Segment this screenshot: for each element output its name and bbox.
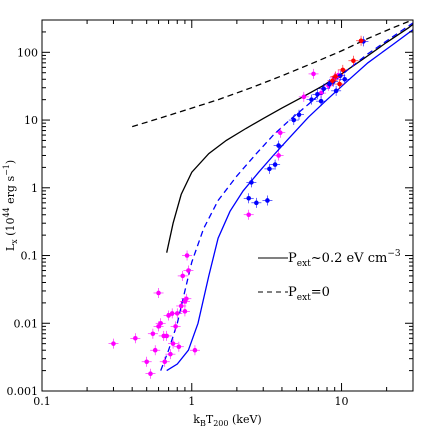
x-tick-label: 10 <box>335 395 349 408</box>
data-point-red <box>333 74 338 79</box>
legend-solid-label: Pext~0.2 eV cm−3 <box>288 249 401 269</box>
data-point-magenta <box>164 333 169 339</box>
data-point-magenta <box>186 268 191 273</box>
data-point-magenta <box>152 347 158 353</box>
legend-dashed-label: Pext=0 <box>288 285 330 303</box>
data-point-blue <box>342 76 348 82</box>
x-axis-label: kBT200 (keV) <box>193 413 261 428</box>
y-tick-label: 10 <box>24 114 38 127</box>
data-point-blue <box>296 112 302 117</box>
data-point-blue <box>265 198 270 203</box>
x-tick-label: 0.1 <box>33 395 51 408</box>
data-point-magenta <box>301 94 307 100</box>
data-point-magenta <box>148 371 153 377</box>
data-point-blue <box>246 195 252 201</box>
data-point-blue <box>267 166 272 172</box>
data-point-magenta <box>111 341 116 346</box>
data-point-blue <box>254 200 259 206</box>
data-point-red <box>330 78 335 84</box>
points-layer <box>108 35 369 379</box>
data-point-blue <box>337 73 343 79</box>
data-point-magenta <box>158 320 163 326</box>
data-point-magenta <box>166 313 171 318</box>
y-tick-label: 0.1 <box>21 250 39 263</box>
data-point-magenta <box>182 309 188 314</box>
y-tick-label: 0.001 <box>7 385 39 398</box>
data-point-magenta <box>169 311 175 316</box>
plot-frame <box>41 19 414 392</box>
data-point-magenta <box>150 331 156 337</box>
data-point-magenta <box>246 212 252 218</box>
data-point-magenta <box>184 253 190 258</box>
data-point-magenta <box>144 359 149 365</box>
data-point-blue <box>321 86 326 92</box>
data-point-magenta <box>180 273 186 279</box>
data-point-blue <box>249 180 254 185</box>
data-point-magenta <box>173 324 178 329</box>
data-point-magenta <box>178 303 184 309</box>
y-tick-label: 0.01 <box>14 317 39 330</box>
data-point-red <box>351 58 356 64</box>
data-point-blue <box>318 98 324 104</box>
data-point-blue <box>327 81 332 87</box>
x-tick-label: 1 <box>188 395 195 408</box>
data-point-magenta <box>276 153 281 158</box>
data-point-magenta <box>192 347 198 353</box>
y-tick-label: 100 <box>17 46 38 59</box>
data-point-magenta <box>162 359 168 365</box>
legend: Pext~0.2 eV cm−3 Pext=0 <box>258 249 401 303</box>
data-point-blue <box>315 92 320 97</box>
data-point-magenta <box>133 335 138 341</box>
curve-black-dashed <box>132 20 413 128</box>
data-point-red <box>337 81 342 87</box>
data-point-blue <box>309 97 314 102</box>
data-point-blue <box>333 88 339 94</box>
data-point-magenta <box>170 341 176 346</box>
data-point-magenta <box>168 351 173 357</box>
y-tick-label: 1 <box>31 182 38 195</box>
ticks-layer <box>41 19 414 392</box>
data-point-magenta <box>184 296 189 302</box>
data-point-magenta <box>277 130 283 136</box>
data-point-magenta <box>156 290 161 296</box>
y-axis-label: Lx (1044 erg s−1) <box>2 160 19 251</box>
data-point-magenta <box>174 311 180 316</box>
data-point-red <box>340 67 346 73</box>
data-point-blue <box>291 117 297 123</box>
data-point-blue <box>276 143 281 148</box>
data-point-magenta <box>311 71 316 77</box>
curves-layer <box>132 20 413 372</box>
data-point-blue <box>272 162 278 167</box>
curve-black-solid <box>166 23 413 253</box>
tick-labels-layer: 0.1 1 10 0.001 0.01 0.1 1 10 100 <box>7 46 349 408</box>
curve-blue-solid <box>166 28 413 372</box>
data-point-red <box>358 38 364 44</box>
data-point-magenta <box>176 344 182 350</box>
